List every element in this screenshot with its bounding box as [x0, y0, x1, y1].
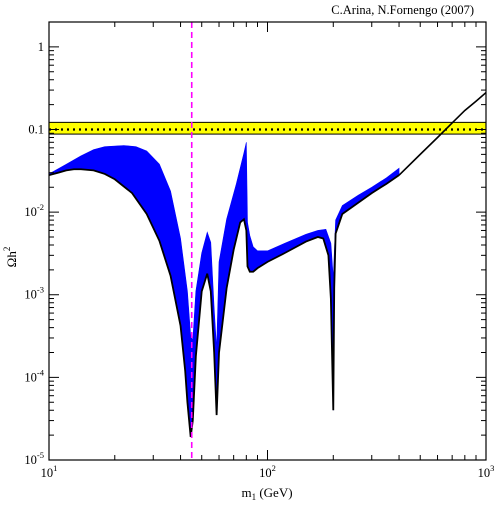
svg-text:Ωh2: Ωh2 [2, 247, 19, 268]
x-tick-label: 102 [259, 463, 276, 480]
y-tick-label: 1 [38, 40, 44, 54]
x-tick-label: 101 [41, 463, 58, 480]
svg-text:m1 (GeV): m1 (GeV) [241, 485, 292, 502]
x-tick-label: 103 [478, 463, 495, 480]
high-mass-line [398, 91, 486, 176]
y-axis-label: Ωh2 [2, 247, 19, 268]
plot-frame [48, 21, 487, 461]
band-lower-edge-line [49, 168, 400, 438]
plot-area: 101 102 103 10-5 10-4 10-3 10-2 0.1 1 [24, 21, 495, 480]
chart-credit: C.Arina, N.Fornengo (2007) [331, 3, 474, 17]
plot-content [49, 22, 486, 460]
x-axis-label: m1 (GeV) [241, 485, 292, 502]
y-tick-label: 10-2 [24, 202, 44, 219]
y-tick-label: 10-4 [24, 367, 44, 384]
axis-ticks [48, 21, 486, 461]
y-tick-label: 0.1 [28, 122, 44, 136]
y-tick-label: 10-3 [24, 285, 44, 302]
relic-density-band [49, 121, 486, 135]
relic-abundance-band [49, 142, 400, 438]
y-tick-label: 10-5 [24, 450, 44, 467]
